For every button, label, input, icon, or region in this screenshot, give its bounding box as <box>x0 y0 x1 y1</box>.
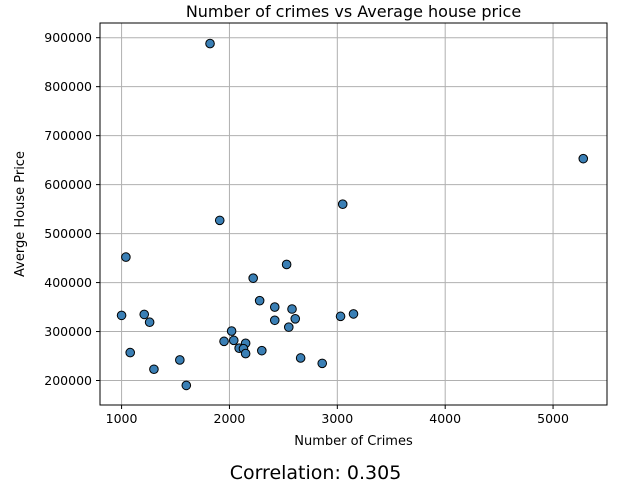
scatter-point <box>205 38 215 49</box>
scatter-point <box>139 309 150 320</box>
x-tick-label: 3000 <box>321 411 353 426</box>
scatter-point <box>295 353 306 363</box>
scatter-point <box>269 315 280 326</box>
scatter-point <box>144 317 155 328</box>
scatter-point <box>337 199 348 210</box>
scatter-point <box>254 295 265 306</box>
y-tick-label: 400000 <box>44 275 92 290</box>
scatter-point <box>228 335 239 346</box>
scatter-point <box>317 358 328 369</box>
y-tick-label: 900000 <box>44 30 92 45</box>
y-tick-label: 500000 <box>44 226 92 241</box>
scatter-point <box>269 302 280 312</box>
scatter-point <box>214 215 225 226</box>
scatter-point <box>175 355 185 365</box>
scatter-point <box>281 259 292 270</box>
x-axis-label: Number of Crimes <box>294 434 413 449</box>
scatter-point <box>121 252 131 262</box>
scatter-point <box>283 322 294 332</box>
scatter-point <box>348 309 359 319</box>
grid-layer <box>100 23 607 405</box>
y-tick-label: 700000 <box>44 128 92 143</box>
plot-frame <box>99 22 608 406</box>
x-tick-label: 4000 <box>429 411 461 426</box>
scatter-point <box>116 310 127 321</box>
x-tick-label: 2000 <box>214 411 246 426</box>
x-tick-label: 5000 <box>537 411 569 426</box>
scatter-point <box>257 345 267 356</box>
scatter-point <box>240 348 251 359</box>
scatter-point <box>290 314 301 324</box>
y-tick-label: 200000 <box>44 373 92 388</box>
scatter-point <box>226 326 237 336</box>
x-tick-label: 1000 <box>106 411 138 426</box>
y-axis-label: Averge House Price <box>13 151 28 277</box>
point-layer <box>116 38 589 391</box>
tick-layer: 1000 2000 3000 4000 5000 200000 300000 400000 50… <box>44 30 569 426</box>
scatter-point <box>219 336 229 347</box>
scatter-point <box>335 311 346 322</box>
scatter-point <box>248 273 258 283</box>
scatter-point <box>125 347 136 358</box>
y-tick-label: 600000 <box>44 177 92 192</box>
correlation-caption: Correlation: 0.305 <box>229 462 402 484</box>
y-tick-label: 300000 <box>44 324 92 339</box>
scatter-point <box>149 364 159 375</box>
scatter-point <box>181 380 192 391</box>
y-tick-label: 800000 <box>44 79 92 94</box>
scatter-point <box>287 304 297 314</box>
scatter-point <box>578 153 589 164</box>
chart-title: Number of crimes vs Average house price <box>186 2 521 21</box>
